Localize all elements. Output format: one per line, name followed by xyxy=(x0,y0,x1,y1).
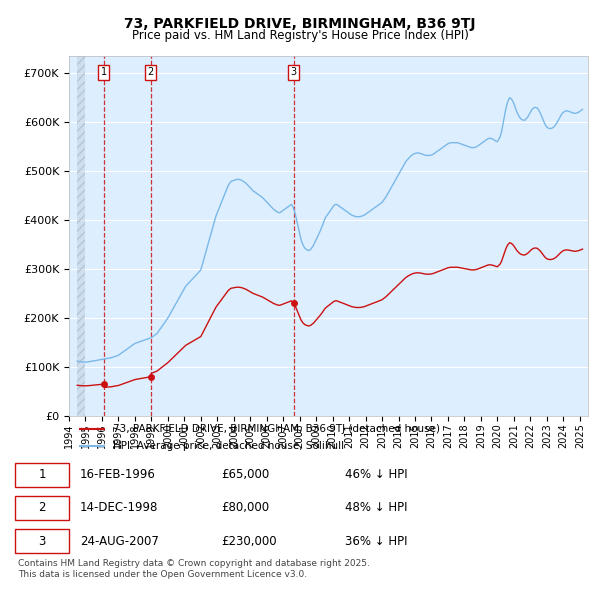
Text: 3: 3 xyxy=(290,67,297,77)
Text: 46% ↓ HPI: 46% ↓ HPI xyxy=(345,468,408,481)
Text: 73, PARKFIELD DRIVE, BIRMINGHAM, B36 9TJ: 73, PARKFIELD DRIVE, BIRMINGHAM, B36 9TJ xyxy=(124,17,476,31)
Text: 2: 2 xyxy=(38,502,46,514)
Text: 14-DEC-1998: 14-DEC-1998 xyxy=(80,502,158,514)
Text: £80,000: £80,000 xyxy=(221,502,269,514)
FancyBboxPatch shape xyxy=(15,496,69,520)
Text: £230,000: £230,000 xyxy=(221,535,277,548)
Text: 24-AUG-2007: 24-AUG-2007 xyxy=(80,535,159,548)
Text: 1: 1 xyxy=(101,67,107,77)
Text: £65,000: £65,000 xyxy=(221,468,269,481)
Text: 48% ↓ HPI: 48% ↓ HPI xyxy=(345,502,407,514)
Text: 73, PARKFIELD DRIVE, BIRMINGHAM, B36 9TJ (detached house): 73, PARKFIELD DRIVE, BIRMINGHAM, B36 9TJ… xyxy=(113,424,440,434)
Text: 16-FEB-1996: 16-FEB-1996 xyxy=(80,468,156,481)
Text: Price paid vs. HM Land Registry's House Price Index (HPI): Price paid vs. HM Land Registry's House … xyxy=(131,30,469,42)
FancyBboxPatch shape xyxy=(15,529,69,553)
Text: HPI: Average price, detached house, Solihull: HPI: Average price, detached house, Soli… xyxy=(113,441,344,451)
Text: 3: 3 xyxy=(38,535,46,548)
Bar xyxy=(77,56,85,416)
Text: 2: 2 xyxy=(148,67,154,77)
Text: Contains HM Land Registry data © Crown copyright and database right 2025.
This d: Contains HM Land Registry data © Crown c… xyxy=(18,559,370,579)
FancyBboxPatch shape xyxy=(15,463,69,487)
Text: 1: 1 xyxy=(38,468,46,481)
Text: 36% ↓ HPI: 36% ↓ HPI xyxy=(345,535,407,548)
